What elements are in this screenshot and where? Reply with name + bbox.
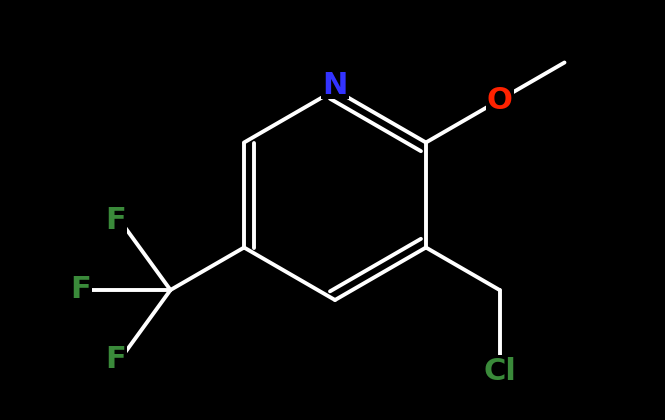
FancyBboxPatch shape	[65, 276, 92, 304]
Text: N: N	[323, 71, 348, 100]
FancyBboxPatch shape	[485, 86, 513, 114]
FancyBboxPatch shape	[479, 355, 521, 385]
FancyBboxPatch shape	[100, 343, 128, 371]
Text: F: F	[105, 344, 126, 373]
Text: F: F	[105, 207, 126, 236]
Text: O: O	[487, 86, 513, 115]
FancyBboxPatch shape	[100, 209, 128, 237]
Text: F: F	[70, 276, 91, 304]
Text: Cl: Cl	[483, 357, 516, 386]
FancyBboxPatch shape	[321, 71, 349, 99]
